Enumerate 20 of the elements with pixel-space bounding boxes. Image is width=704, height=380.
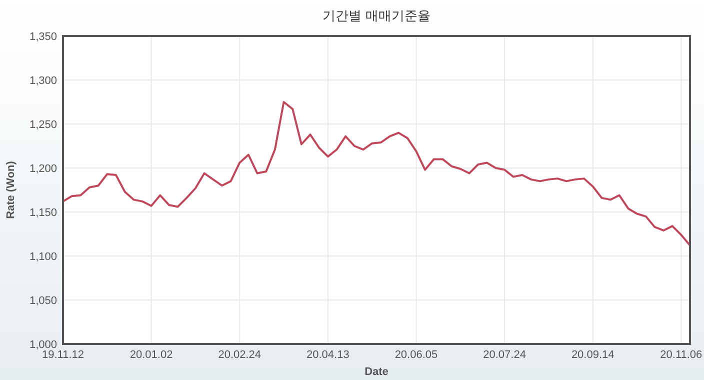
line-series (62, 101, 691, 246)
y-tick-label: 1,100 (29, 251, 57, 263)
y-tick-label: 1,300 (29, 75, 57, 87)
x-tick-label: 20.07.24 (483, 349, 526, 361)
x-tick-label: 20.09.14 (571, 349, 614, 361)
x-tick-label: 20.06.05 (394, 349, 438, 361)
x-tick-label: 20.01.02 (130, 349, 173, 361)
x-tick-label: 20.11.06 (660, 349, 702, 361)
y-tick-label: 1,200 (29, 163, 57, 175)
y-tick-label: 1,350 (29, 31, 57, 43)
x-tick-label: 20.04.13 (306, 349, 350, 361)
chart-title: 기간별 매매기준율 (322, 8, 430, 23)
y-tick-label: 1,000 (29, 339, 57, 351)
y-axis-title: Rate (Won) (5, 160, 17, 219)
x-tick-label: 20.02.24 (218, 349, 262, 361)
y-tick-label: 1,150 (29, 207, 57, 219)
y-tick-label: 1,250 (29, 119, 57, 131)
y-tick-label: 1,050 (29, 295, 57, 307)
x-tick-label: 19.11.12 (42, 349, 84, 361)
x-axis-title: Date (364, 366, 388, 378)
